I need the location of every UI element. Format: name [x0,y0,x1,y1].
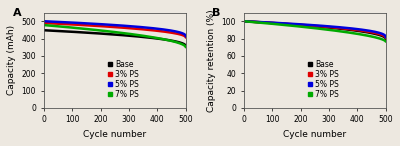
3% PS [336,27,341,29]
Line: 7% PS: 7% PS [44,25,186,47]
Base [383,38,388,40]
7% PS [106,30,110,32]
Legend: Base, 3% PS, 5% PS, 7% PS: Base, 3% PS, 5% PS, 7% PS [304,57,342,102]
3% PS [348,28,353,30]
5% PS [278,22,283,24]
Line: Base: Base [44,30,186,46]
Base [125,35,130,36]
Y-axis label: Capacity (mAh): Capacity (mAh) [7,25,16,95]
7% PS [336,30,341,32]
3% PS [136,28,141,30]
5% PS [266,22,271,23]
Base [336,28,341,29]
Line: 5% PS: 5% PS [244,21,386,37]
3% PS [306,24,310,26]
3% PS [241,20,246,22]
3% PS [41,22,46,24]
Base [278,23,283,25]
7% PS [306,27,310,28]
7% PS [348,32,353,34]
3% PS [78,24,83,26]
5% PS [184,36,188,37]
Base [184,45,188,47]
5% PS [348,27,353,29]
7% PS [66,26,71,28]
5% PS [336,26,341,28]
7% PS [241,20,246,22]
5% PS [78,22,83,24]
Text: A: A [12,8,21,18]
7% PS [278,24,283,25]
3% PS [66,23,71,25]
5% PS [241,20,246,22]
Line: 3% PS: 3% PS [244,21,386,38]
7% PS [383,41,388,42]
Base [325,27,330,28]
3% PS [125,27,130,29]
3% PS [325,26,330,28]
5% PS [106,24,110,26]
X-axis label: Cycle number: Cycle number [283,130,346,139]
Base [266,22,271,24]
3% PS [383,37,388,39]
3% PS [266,22,271,24]
3% PS [184,37,188,38]
Base [78,31,83,33]
7% PS [266,23,271,24]
Line: 7% PS: 7% PS [244,21,386,42]
7% PS [325,29,330,31]
5% PS [66,22,71,23]
5% PS [41,20,46,22]
Base [106,33,110,35]
Base [348,29,353,31]
Line: 5% PS: 5% PS [44,21,186,36]
7% PS [148,36,153,38]
5% PS [383,36,388,38]
5% PS [325,25,330,27]
5% PS [125,25,130,27]
X-axis label: Cycle number: Cycle number [83,130,146,139]
3% PS [148,29,153,31]
Text: B: B [212,8,221,18]
Y-axis label: Capacity retention (%): Capacity retention (%) [207,9,216,112]
5% PS [306,24,310,26]
Line: 3% PS: 3% PS [44,23,186,38]
7% PS [136,34,141,36]
Base [148,37,153,39]
7% PS [184,46,188,48]
Base [306,25,310,27]
3% PS [106,26,110,27]
7% PS [78,27,83,29]
Line: Base: Base [244,21,386,39]
Base [66,31,71,32]
5% PS [148,27,153,29]
Base [41,29,46,31]
Base [241,20,246,22]
5% PS [136,26,141,28]
Legend: Base, 3% PS, 5% PS, 7% PS: Base, 3% PS, 5% PS, 7% PS [104,57,142,102]
7% PS [41,24,46,26]
3% PS [278,22,283,24]
Base [136,36,141,37]
7% PS [125,33,130,34]
